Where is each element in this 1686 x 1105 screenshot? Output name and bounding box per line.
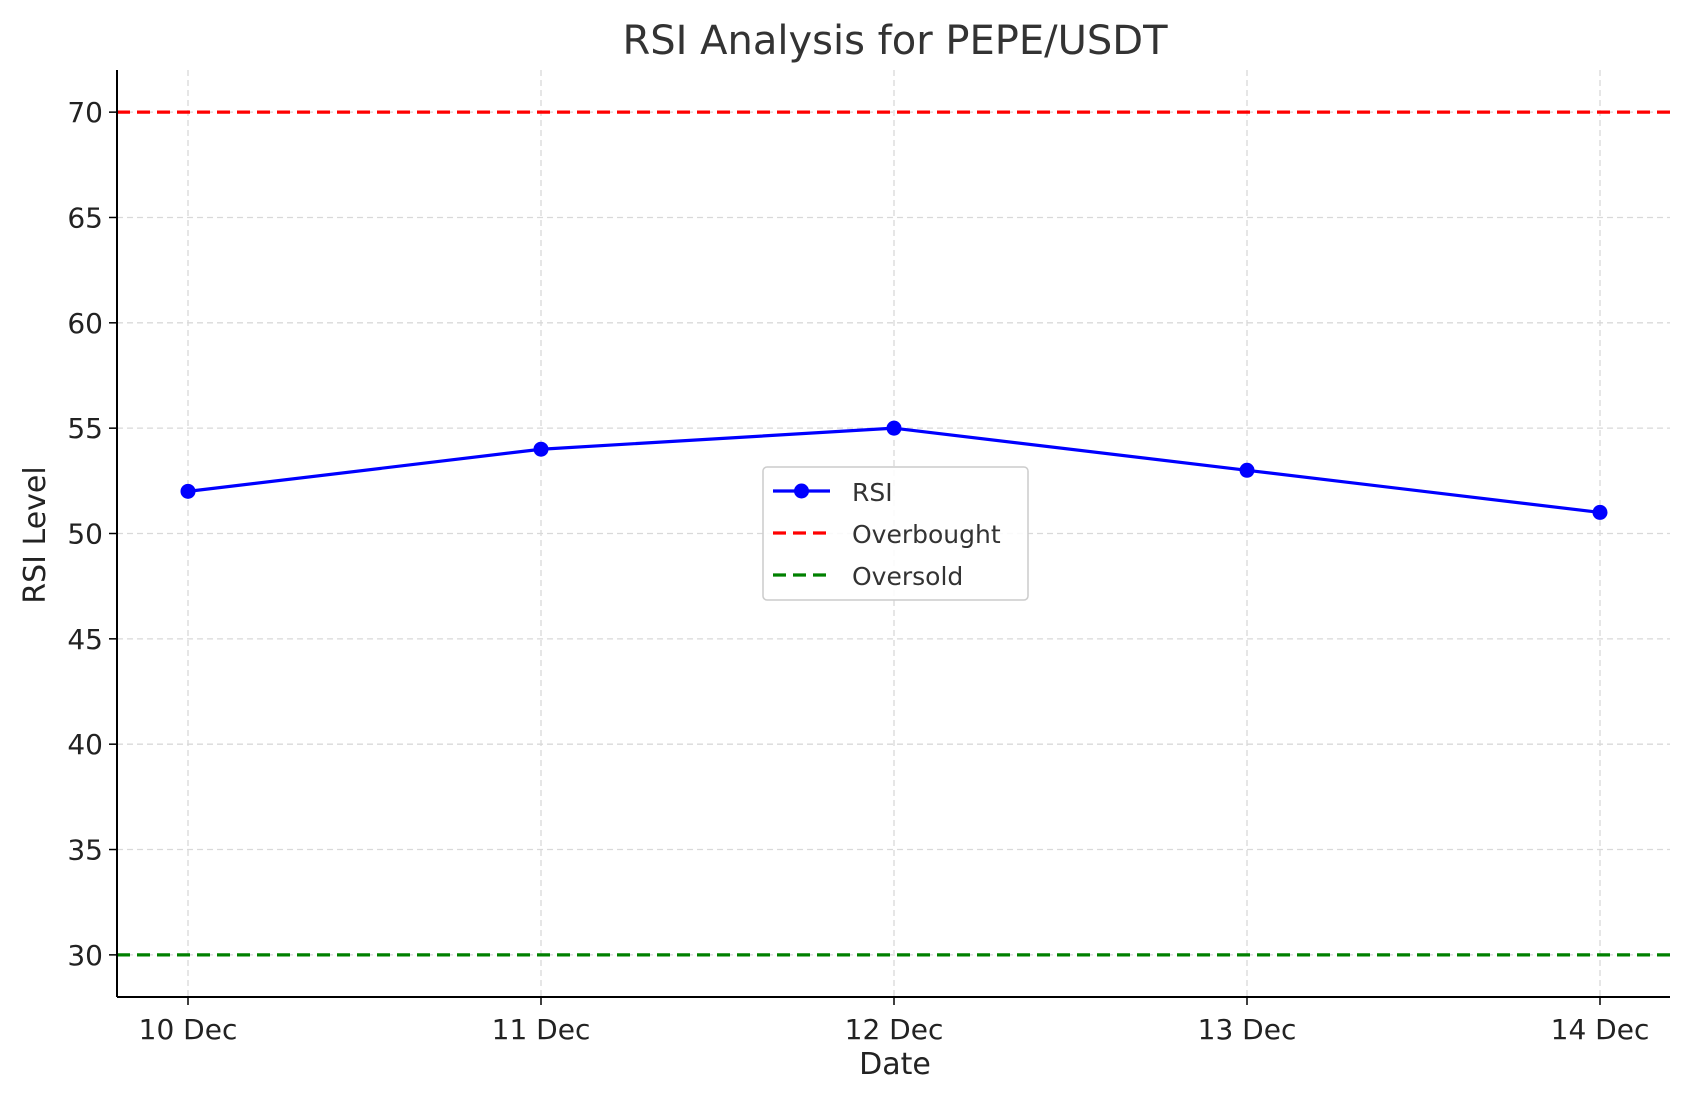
- y-tick-label: 70: [67, 96, 103, 129]
- x-tick-label: 10 Dec: [139, 1013, 238, 1046]
- legend-label-oversold: Oversold: [852, 562, 963, 591]
- y-tick-label: 30: [67, 939, 103, 972]
- series-layer: [180, 420, 1608, 520]
- legend-box: [762, 466, 1029, 601]
- y-tick-label: 65: [67, 201, 103, 234]
- legend-entries: RSI Overbought Oversold: [773, 478, 1001, 591]
- y-tick-label: 55: [67, 412, 103, 445]
- data-point: [886, 420, 902, 436]
- x-tick-label: 11 Dec: [492, 1013, 591, 1046]
- x-tick-label: 12 Dec: [845, 1013, 944, 1046]
- data-point: [1239, 462, 1255, 478]
- y-axis-label: RSI Level: [18, 466, 53, 603]
- chart-title: RSI Analysis for PEPE/USDT: [622, 18, 1168, 64]
- grid-layer: [117, 70, 1670, 997]
- legend: RSI Overbought Oversold: [762, 466, 1029, 601]
- y-tick-label: 45: [67, 623, 103, 656]
- x-axis-label: Date: [859, 1047, 931, 1082]
- y-tick-label: 40: [67, 728, 103, 761]
- legend-marker: [794, 483, 809, 499]
- data-point: [1592, 504, 1608, 520]
- legend-label-overbought: Overbought: [852, 520, 1001, 549]
- y-tick-label: 50: [67, 518, 103, 551]
- y-tick-label: 35: [67, 834, 103, 867]
- y-tick-label: 60: [67, 307, 103, 340]
- x-tick-label: 13 Dec: [1198, 1013, 1297, 1046]
- data-point: [533, 441, 549, 457]
- legend-label-rsi: RSI: [852, 478, 893, 507]
- axes: [109, 70, 1670, 1005]
- x-tick-label: 14 Dec: [1551, 1013, 1650, 1046]
- data-point: [180, 483, 196, 499]
- tick-labels: 30 35 40 45 50 55 60 65 70 10 Dec 11 Dec 12 Dec 13 D…: [67, 96, 1649, 1046]
